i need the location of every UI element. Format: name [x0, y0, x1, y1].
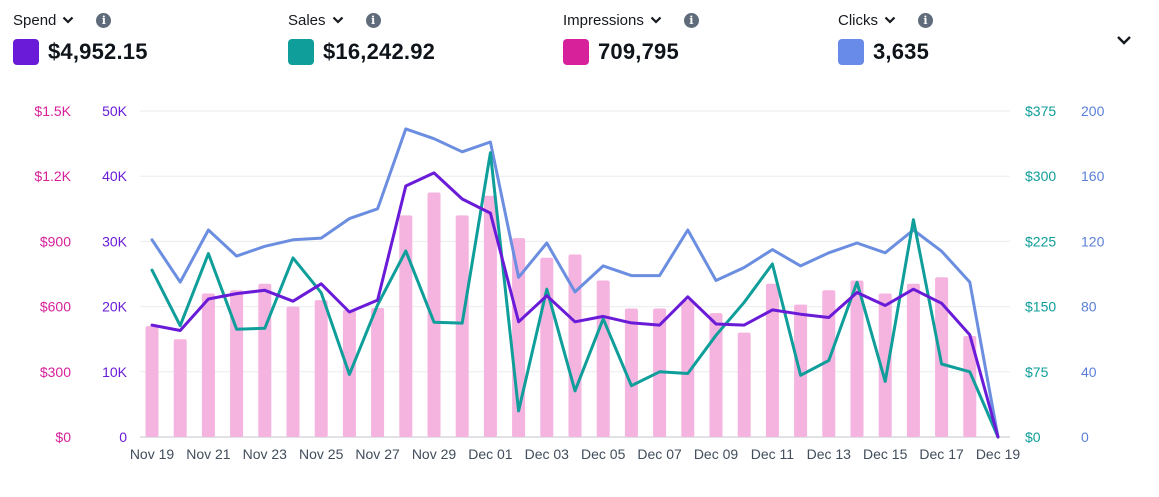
info-icon[interactable]: i [683, 12, 699, 28]
metric-spend: Spend i $4,952.15 [13, 10, 148, 67]
impressions-bar[interactable] [624, 308, 638, 437]
chevron-down-icon[interactable] [884, 16, 896, 24]
metric-sales-value: $16,242.92 [323, 39, 436, 64]
sales-axis-tick: $375 [1025, 103, 1056, 119]
spend-axis-tick: $1.2K [34, 168, 71, 184]
x-axis-tick: Nov 27 [355, 446, 400, 462]
spend-axis-tick: $600 [40, 299, 71, 315]
clicks-swatch [838, 39, 864, 65]
clicks-line[interactable] [150, 127, 1000, 439]
info-icon[interactable]: i [918, 12, 933, 28]
impressions-bar[interactable] [286, 306, 300, 437]
x-axis-tick: Nov 29 [412, 446, 457, 462]
impressions-bar[interactable] [258, 283, 272, 437]
impressions-bar[interactable] [483, 195, 497, 437]
metric-sales-label[interactable]: Sales [288, 11, 326, 29]
impressions-bar[interactable] [568, 254, 582, 437]
impressions-bar[interactable] [201, 293, 215, 437]
impressions-bar[interactable] [371, 307, 385, 437]
spend-axis-tick: $900 [40, 233, 71, 249]
x-axis-tick: Dec 01 [468, 446, 513, 462]
spend-axis-tick: $1.5K [34, 103, 71, 119]
chevron-down-icon[interactable] [62, 16, 74, 24]
expand-chevron-icon[interactable] [1114, 30, 1134, 50]
info-icon[interactable]: i [96, 12, 112, 28]
impressions-bar[interactable] [906, 283, 920, 437]
metric-spend-label[interactable]: Spend [13, 11, 57, 29]
impressions-bar[interactable] [427, 192, 441, 438]
x-axis-tick: Dec 05 [581, 446, 626, 462]
chart-lines [150, 127, 1000, 439]
impressions-bar[interactable] [540, 257, 554, 437]
impressions-axis-tick: 0 [119, 429, 127, 445]
metric-impressions: Impressions i 709,795 [563, 10, 699, 67]
x-axis-tick: Dec 07 [637, 446, 682, 462]
x-axis-tick: Dec 17 [919, 446, 964, 462]
sales-line[interactable] [150, 151, 1000, 439]
x-axis-tick: Nov 25 [299, 446, 344, 462]
impressions-swatch [563, 39, 589, 65]
sales-axis-tick: $0 [1025, 429, 1041, 445]
x-axis-tick: Dec 19 [976, 446, 1021, 462]
metric-spend-value: $4,952.15 [48, 39, 148, 64]
chevron-down-icon[interactable] [650, 16, 662, 24]
impressions-bar[interactable] [709, 313, 723, 437]
spend-line[interactable] [150, 171, 1000, 439]
metrics-bar: Spend i $4,952.15 Sales i $16,242.92 Imp… [0, 0, 1159, 80]
sales-axis-tick: $300 [1025, 168, 1056, 184]
metric-clicks: Clicks i 3,635 [838, 10, 933, 67]
impressions-axis-tick: 40K [102, 168, 128, 184]
sales-swatch [288, 39, 314, 65]
sales-axis-tick: $225 [1025, 233, 1056, 249]
metric-sales: Sales i $16,242.92 [288, 10, 435, 67]
x-axis-tick: Dec 11 [751, 446, 795, 462]
impressions-bar[interactable] [878, 293, 892, 437]
metric-clicks-label[interactable]: Clicks [838, 11, 878, 29]
metric-impressions-value: 709,795 [598, 39, 679, 64]
impressions-axis-tick: 20K [102, 299, 128, 315]
impressions-bar[interactable] [230, 290, 244, 437]
impressions-bar[interactable] [173, 339, 187, 437]
impressions-bar[interactable] [822, 290, 836, 437]
x-axis-tick: Nov 23 [243, 446, 288, 462]
clicks-axis-tick: 40 [1081, 364, 1097, 380]
x-axis-tick: Dec 13 [807, 446, 852, 462]
spend-axis-tick: $0 [55, 429, 71, 445]
impressions-bar[interactable] [399, 215, 413, 437]
impressions-bar[interactable] [455, 215, 469, 437]
spend-swatch [13, 39, 39, 65]
x-axis-tick: Dec 09 [694, 446, 739, 462]
impressions-bar[interactable] [681, 300, 695, 437]
impressions-bar[interactable] [314, 300, 328, 437]
impressions-axis-tick: 10K [102, 364, 128, 380]
impressions-bar[interactable] [737, 332, 751, 437]
impressions-axis-tick: 50K [102, 103, 128, 119]
clicks-axis-tick: 0 [1081, 429, 1089, 445]
impressions-bar[interactable] [145, 326, 159, 437]
clicks-axis-tick: 160 [1081, 168, 1105, 184]
spend-axis-tick: $300 [40, 364, 71, 380]
x-axis: Nov 19 Nov 21 Nov 23 Nov 25 Nov 27 Nov 29 Dec … [130, 446, 1021, 462]
clicks-axis-tick: 80 [1081, 299, 1097, 315]
impressions-bar[interactable] [850, 280, 864, 437]
impressions-axis-tick: 30K [102, 233, 128, 249]
impressions-bar[interactable] [963, 335, 977, 437]
y-axes: $0 $300 $600 $900 $1.2K $1.5K 0 10K 20K 30K 40K 50K… [34, 103, 1104, 445]
metric-clicks-value: 3,635 [873, 39, 930, 64]
impressions-bar[interactable] [765, 283, 779, 437]
sales-axis-tick: $75 [1025, 364, 1049, 380]
impressions-bar[interactable] [596, 280, 610, 437]
x-axis-tick: Dec 03 [525, 446, 570, 462]
clicks-axis-tick: 200 [1081, 103, 1105, 119]
x-axis-tick: Nov 19 [130, 446, 175, 462]
sales-axis-tick: $150 [1025, 299, 1056, 315]
impressions-bars [145, 192, 977, 438]
chevron-down-icon[interactable] [332, 16, 344, 24]
info-icon[interactable]: i [365, 12, 381, 28]
x-axis-tick: Nov 21 [186, 446, 231, 462]
metric-impressions-label[interactable]: Impressions [563, 11, 644, 29]
clicks-axis-tick: 120 [1081, 233, 1105, 249]
x-axis-tick: Dec 15 [863, 446, 908, 462]
